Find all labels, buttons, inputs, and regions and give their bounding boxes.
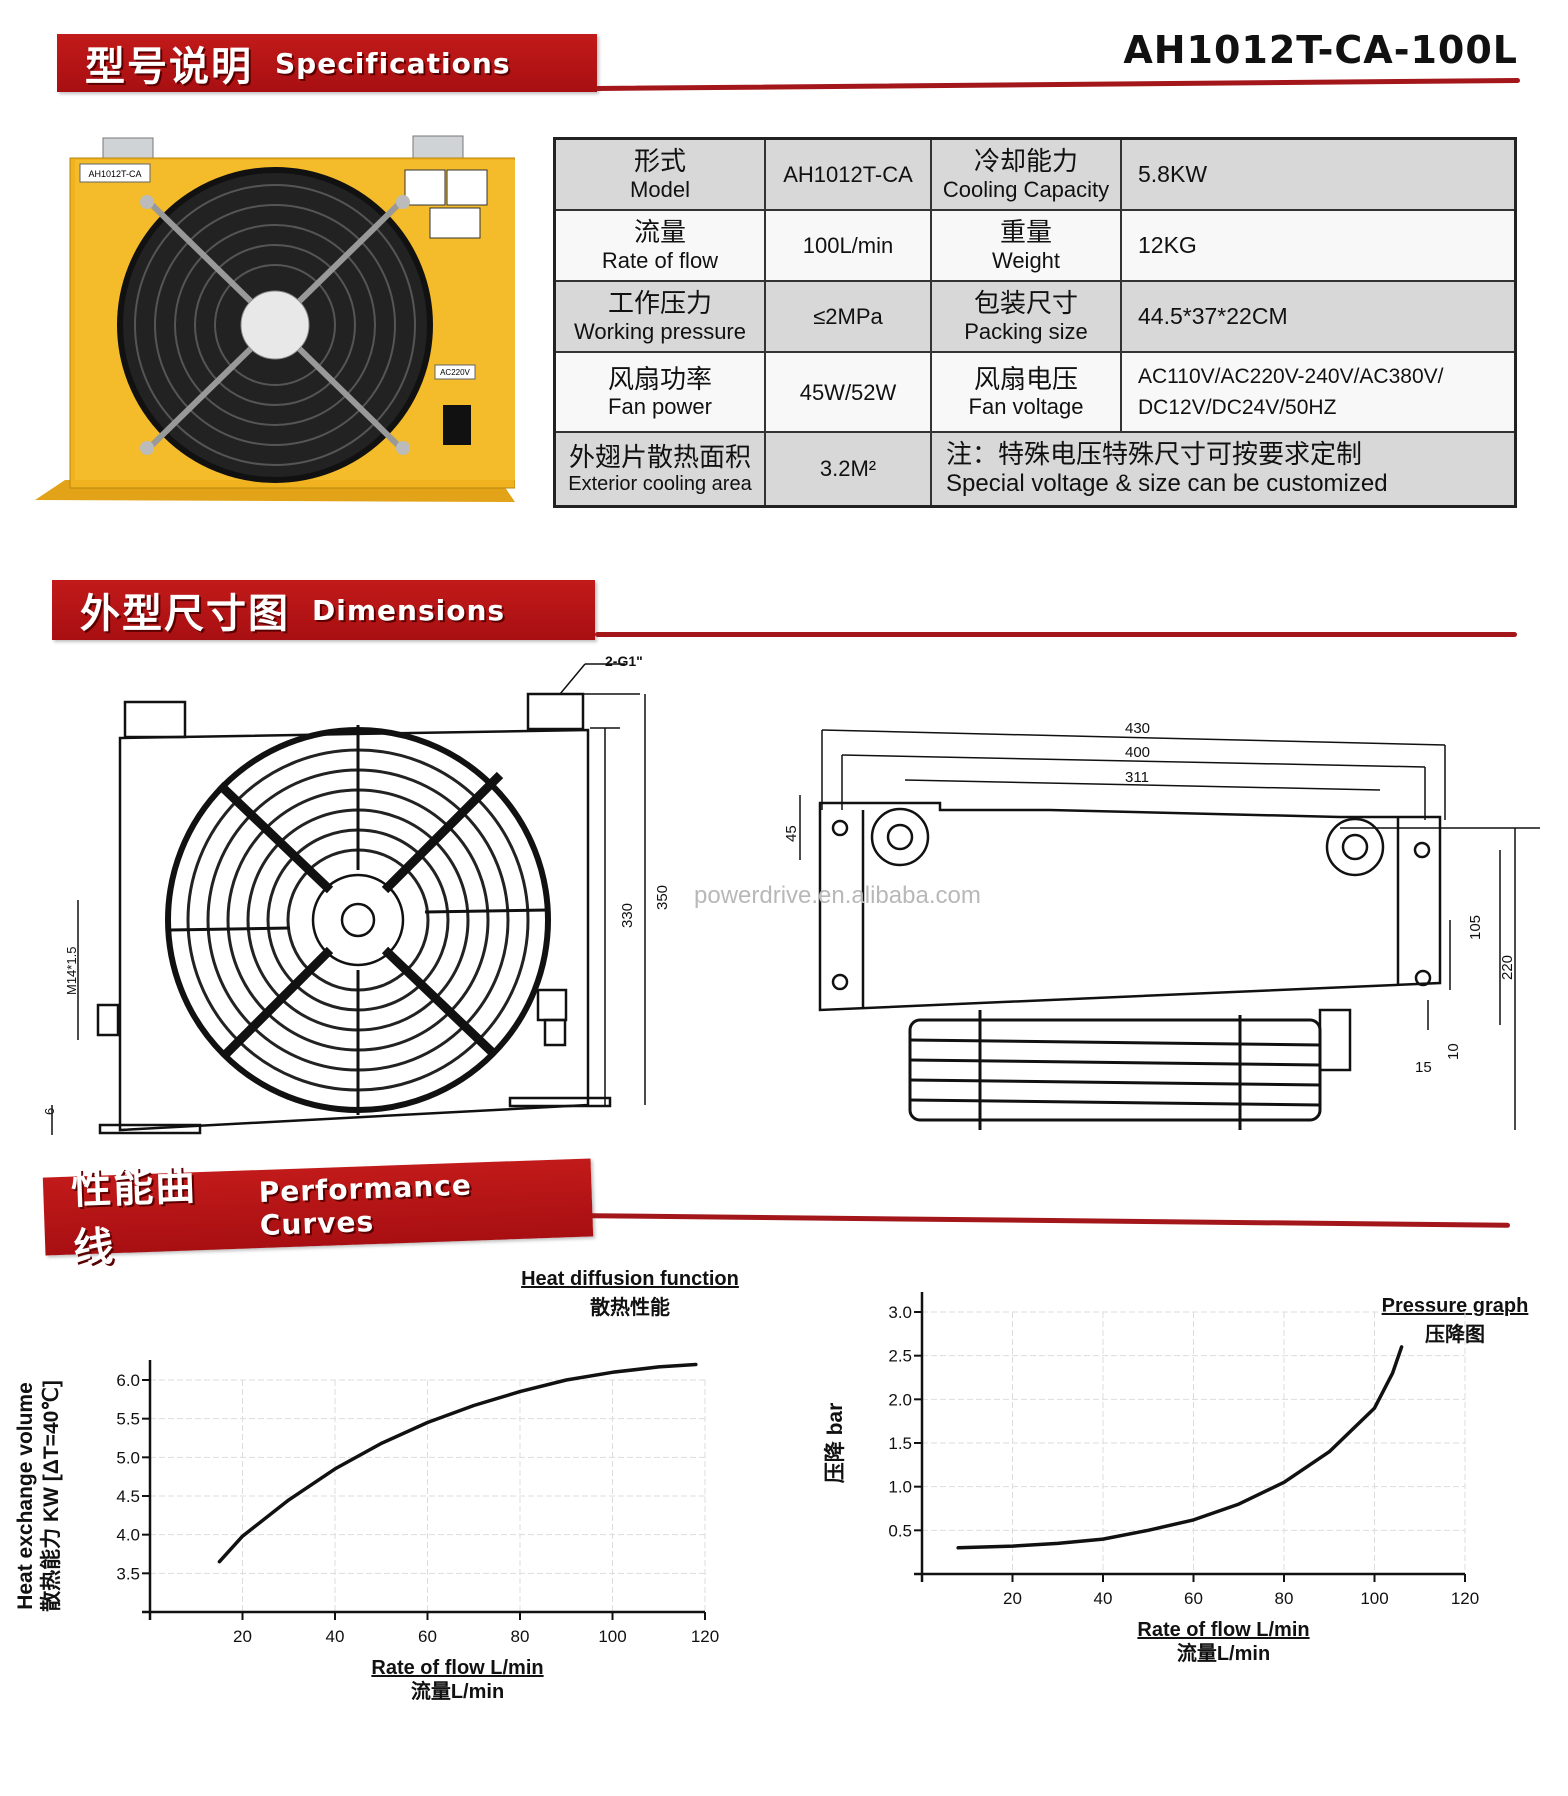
dim-330: 330 [619, 903, 636, 928]
value-cell: 3.2M² [764, 431, 932, 508]
dim-400: 400 [1125, 744, 1150, 761]
dim-430: 430 [1125, 720, 1150, 737]
label-cell: 外翅片散热面积 Exterior cooling area [553, 431, 766, 508]
label-cell: 流量 Rate of flow [553, 209, 766, 283]
divider [589, 1213, 1511, 1228]
table-row: 形式 Model AH1012T-CA 冷却能力 Cooling Capacity … [553, 137, 1517, 212]
table-row: 工作压力 Working pressure ≤2MPa 包装尺寸 Packing s… [553, 280, 1517, 354]
value-cell: 45W/52W [764, 351, 932, 434]
label-cell: 包装尺寸 Packing size [930, 280, 1122, 354]
x-axis-label-zh: 流量L/min [411, 1679, 504, 1700]
divider [594, 77, 1521, 92]
label-cell: 风扇功率 Fan power [553, 351, 766, 434]
label-cell: 风扇电压 Fan voltage [930, 351, 1122, 434]
table-row: 外翅片散热面积 Exterior cooling area 3.2M² 注：特殊电… [553, 431, 1517, 508]
front-view-drawing: 2-G1" 330 350 M14*1.5 6 [40, 650, 690, 1150]
pressure-chart: 20 40 60 80 100 120 0.5 1.0 1.5 2.0 2.5 3.0 Rate of … [823, 1292, 1479, 1665]
dim-311: 311 [1125, 769, 1149, 786]
voltage-label-text: AC220V [440, 368, 470, 377]
value-cell: ≤2MPa [764, 280, 932, 354]
x-tick-label: 60 [1184, 1589, 1203, 1608]
data-curve [956, 1345, 1404, 1550]
x-tick-label: 80 [511, 1627, 530, 1646]
y-tick-label: 3.5 [116, 1564, 140, 1583]
dim-15: 15 [1415, 1059, 1432, 1076]
y-tick-label: 4.5 [116, 1487, 140, 1506]
x-tick-label: 100 [598, 1627, 626, 1646]
performance-banner: 性能曲线 Performance Curves [42, 1158, 594, 1272]
x-tick-label: 40 [1094, 1589, 1113, 1608]
section-title-zh: 型号说明 [85, 44, 253, 90]
value-cell: 12KG [1120, 209, 1517, 283]
heat-diffusion-chart: 20 40 60 80 100 120 3.5 4.0 4.5 5.0 5.5 6.0 Rate of … [14, 1360, 719, 1700]
y-tick-label: 4.0 [116, 1526, 140, 1545]
value-cell: 100L/min [764, 209, 932, 283]
dim-220: 220 [1499, 955, 1516, 980]
specifications-banner: 型号说明 Specifications [57, 34, 597, 92]
value-cell: AH1012T-CA [764, 137, 932, 212]
label-cell: 工作压力 Working pressure [553, 280, 766, 354]
dim-45: 45 [783, 825, 800, 842]
table-row: 风扇功率 Fan power 45W/52W 风扇电压 Fan voltage AC… [553, 351, 1517, 434]
y-tick-label: 3.0 [888, 1303, 912, 1322]
model-title: AH1012T-CA-100L [1123, 28, 1518, 72]
x-tick-label: 60 [418, 1627, 437, 1646]
x-axis-label: Rate of flow L/min [1137, 1619, 1309, 1641]
value-cell: 5.8KW [1120, 137, 1517, 212]
section-title-zh: 性能曲线 [70, 1163, 199, 1272]
y-tick-label: 5.5 [116, 1410, 140, 1429]
dim-10: 10 [1445, 1043, 1462, 1060]
value-cell: AC110V/AC220V-240V/AC380V/DC12V/DC24V/50… [1120, 351, 1517, 434]
data-curve [217, 1362, 698, 1564]
label-cell: 重量 Weight [930, 209, 1122, 283]
section-title-en: Performance Curves [258, 1168, 473, 1243]
side-view-drawing: 430 400 311 45 105 220 10 15 [760, 700, 1550, 1150]
x-tick-label: 80 [1275, 1589, 1294, 1608]
nameplate-text: AH1012T-CA [88, 169, 141, 179]
x-tick-label: 120 [691, 1627, 719, 1646]
port-label: 2-G1" [605, 653, 643, 669]
dim-foot: 6 [42, 1108, 57, 1115]
x-axis-label-zh: 流量L/min [1177, 1641, 1270, 1665]
y-tick-label: 1.5 [888, 1434, 912, 1453]
spec-table: 形式 Model AH1012T-CA 冷却能力 Cooling Capacity … [553, 137, 1517, 508]
section-title-en: Dimensions [312, 593, 506, 627]
dim-105: 105 [1467, 915, 1484, 940]
y-tick-label: 2.0 [888, 1390, 912, 1409]
heat-chart-title: Heat diffusion function 散热性能 [521, 1268, 739, 1319]
x-tick-label: 20 [1003, 1589, 1022, 1608]
watermark: powerdrive.en.alibaba.com [694, 882, 981, 909]
section-title-zh: 外型尺寸图 [80, 591, 290, 637]
x-tick-label: 40 [326, 1627, 345, 1646]
table-row: 流量 Rate of flow 100L/min 重量 Weight 12KG [553, 209, 1517, 283]
label-cell: 冷却能力 Cooling Capacity [930, 137, 1122, 212]
dimensions-banner: 外型尺寸图 Dimensions [52, 580, 595, 640]
x-tick-label: 20 [233, 1627, 252, 1646]
y-axis-label: 压降 bar [823, 1403, 847, 1484]
x-tick-label: 100 [1360, 1589, 1388, 1608]
y-tick-label: 6.0 [116, 1371, 140, 1390]
x-axis-label: Rate of flow L/min [371, 1657, 543, 1679]
y-axis-label: Heat exchange volume [14, 1382, 37, 1610]
product-photo: AH1012T-CA AC220V [35, 130, 516, 510]
y-axis-label-zh: 散热能力 KW [ΔT=40℃] [39, 1380, 63, 1612]
dim-350: 350 [654, 885, 671, 910]
label-cell: 形式 Model [553, 137, 766, 212]
y-tick-label: 5.0 [116, 1448, 140, 1467]
note-cell: 注：特殊电压特殊尺寸可按要求定制 Special voltage & size c… [930, 431, 1517, 508]
y-tick-label: 0.5 [888, 1521, 912, 1540]
section-title-en: Specifications [275, 46, 511, 80]
y-tick-label: 2.5 [888, 1347, 912, 1366]
divider [595, 632, 1517, 637]
dim-drain: M14*1.5 [64, 947, 79, 995]
y-tick-label: 1.0 [888, 1478, 912, 1497]
value-cell: 44.5*37*22CM [1120, 280, 1517, 354]
x-tick-label: 120 [1451, 1589, 1479, 1608]
